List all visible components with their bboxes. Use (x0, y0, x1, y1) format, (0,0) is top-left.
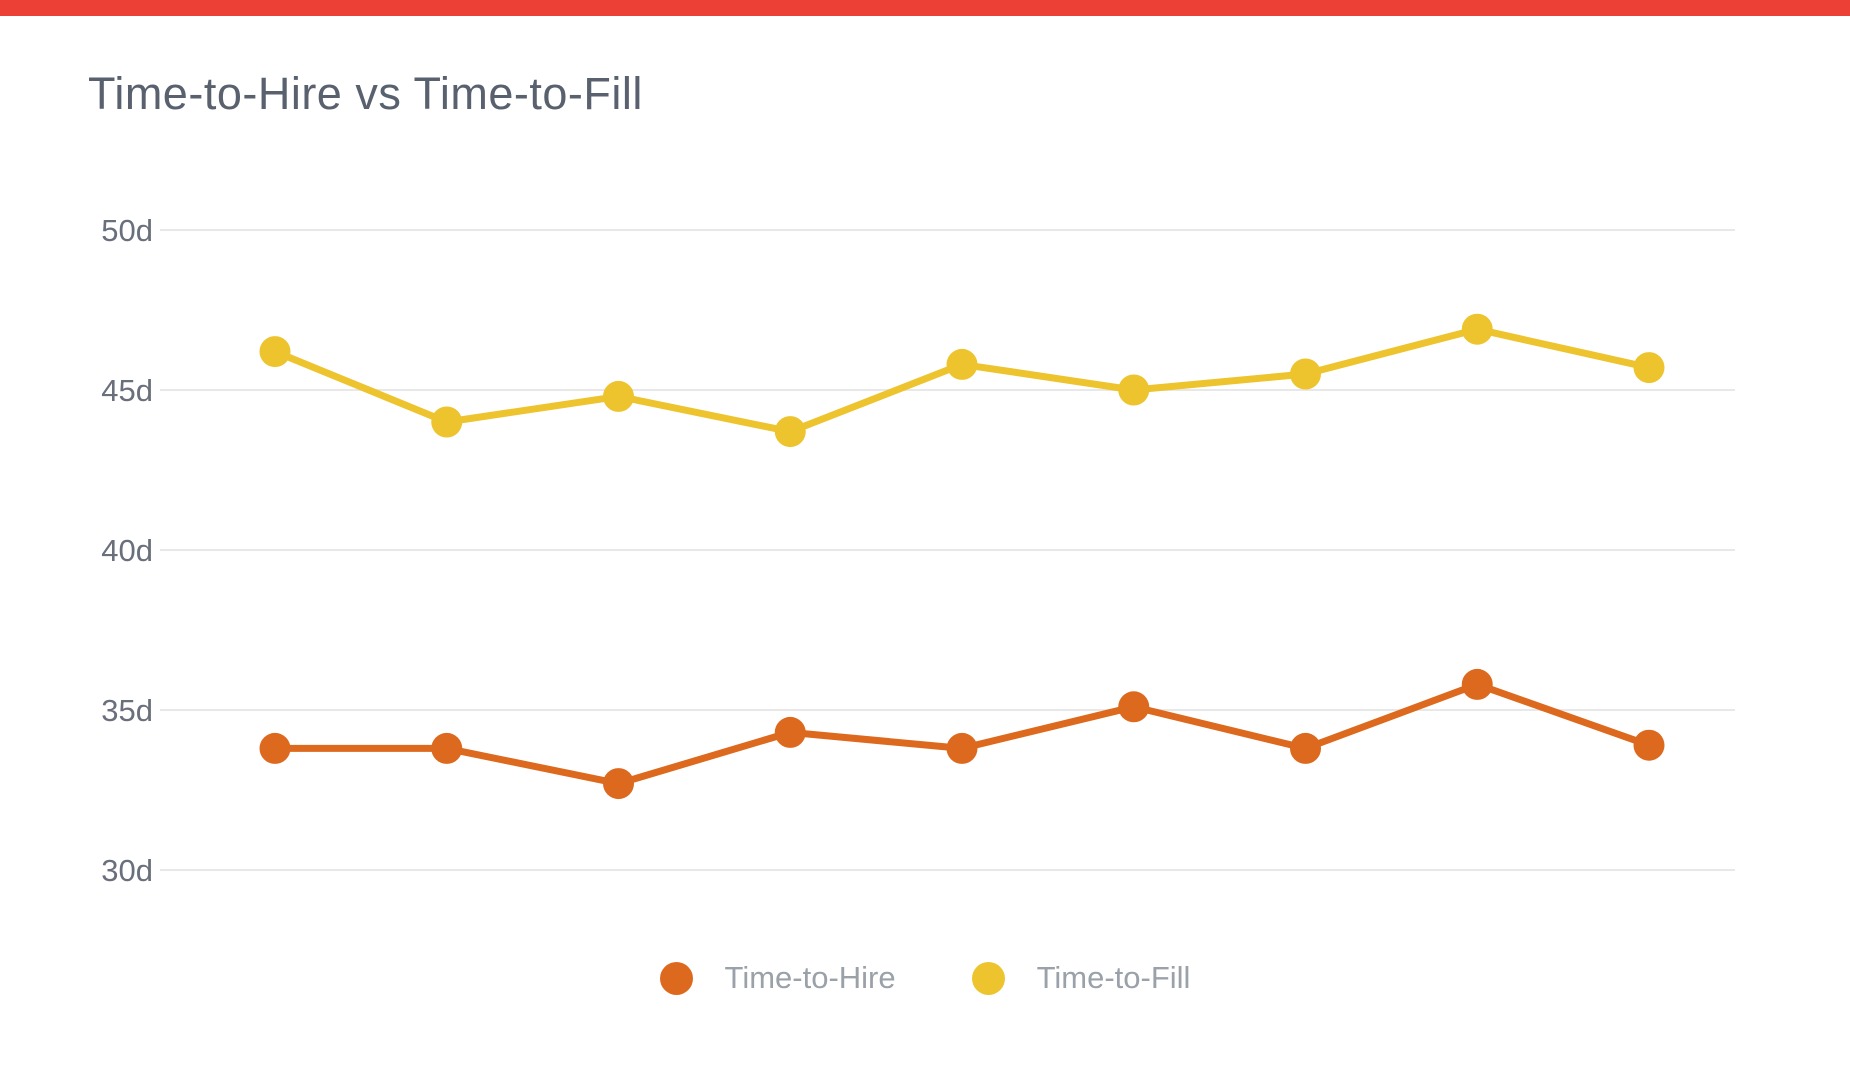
data-point-time-to-hire-4[interactable] (774, 716, 806, 748)
y-tick-label-40d: 40d (101, 533, 153, 568)
data-point-time-to-hire-9[interactable] (1633, 729, 1665, 761)
data-point-time-to-fill-9[interactable] (1633, 352, 1665, 384)
legend-dot-time-to-hire-icon (659, 961, 693, 995)
accent-bar (0, 0, 1850, 16)
data-point-time-to-fill-7[interactable] (1290, 358, 1321, 390)
data-point-time-to-fill-1[interactable] (259, 336, 291, 368)
data-point-time-to-hire-2[interactable] (431, 732, 463, 764)
legend-item-time-to-hire[interactable]: Time-to-Hire (659, 960, 896, 996)
data-point-time-to-fill-2[interactable] (431, 406, 463, 438)
data-point-time-to-fill-5[interactable] (946, 348, 978, 380)
y-tick-label-30d: 30d (101, 853, 153, 888)
data-point-time-to-hire-6[interactable] (1118, 691, 1150, 723)
data-point-time-to-hire-7[interactable] (1290, 732, 1321, 764)
data-point-time-to-fill-8[interactable] (1461, 313, 1493, 345)
data-point-time-to-hire-8[interactable] (1461, 668, 1493, 700)
series-line-time-to-fill (271, 325, 1653, 436)
chart-title: Time-to-Hire vs Time-to-Fill (88, 68, 643, 119)
data-point-time-to-fill-4[interactable] (774, 416, 806, 448)
legend-label-time-to-hire: Time-to-Hire (724, 960, 896, 995)
chart-canvas: 50d 45d 40d 35d 30d (101, 213, 1735, 888)
data-point-time-to-hire-5[interactable] (946, 732, 978, 764)
data-point-time-to-fill-3[interactable] (603, 380, 634, 412)
y-tick-label-50d: 50d (101, 213, 153, 248)
data-point-time-to-hire-1[interactable] (259, 732, 291, 764)
legend-item-time-to-fill[interactable]: Time-to-Fill (971, 960, 1191, 996)
data-point-time-to-hire-3[interactable] (603, 768, 634, 800)
legend-dot-time-to-fill-icon (971, 961, 1005, 995)
chart-legend: Time-to-Hire Time-to-Fill (0, 960, 1850, 996)
y-tick-label-35d: 35d (101, 693, 153, 728)
data-point-time-to-fill-6[interactable] (1118, 374, 1150, 406)
legend-label-time-to-fill: Time-to-Fill (1036, 960, 1191, 995)
y-tick-label-45d: 45d (101, 373, 153, 408)
